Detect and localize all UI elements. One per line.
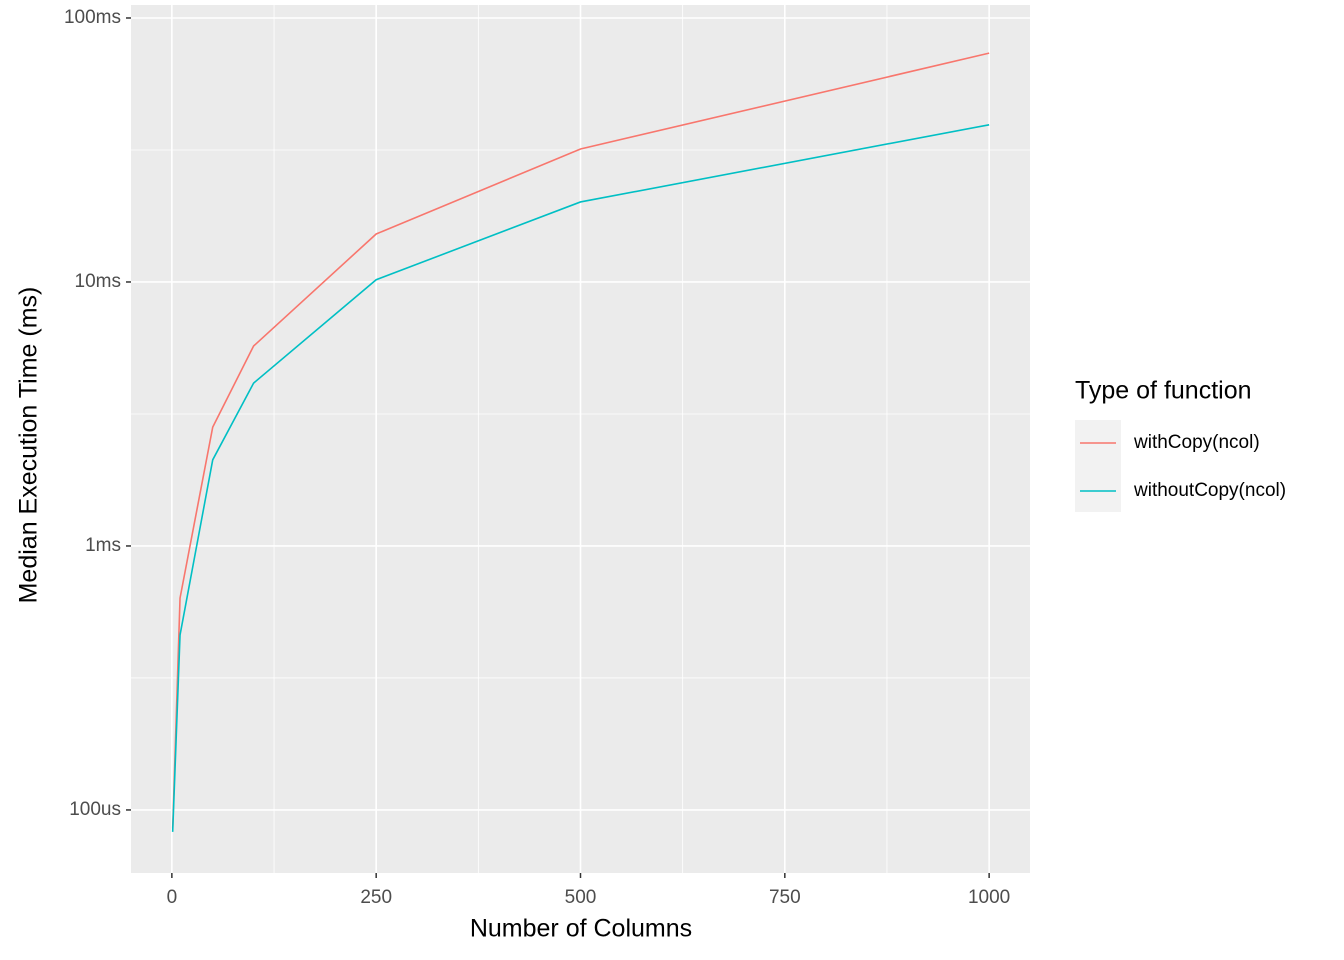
y-tick-label: 10ms — [75, 271, 121, 292]
x-tick-label: 500 — [565, 887, 597, 908]
x-tick-label: 0 — [167, 887, 178, 908]
x-tick-label: 250 — [360, 887, 392, 908]
y-tick-label: 1ms — [85, 535, 121, 556]
legend-label: withoutCopy(ncol) — [1133, 480, 1286, 501]
legend-keys-bg — [1075, 420, 1121, 512]
x-tick-label: 1000 — [968, 887, 1010, 908]
legend-title: Type of function — [1075, 377, 1252, 405]
x-tick-label: 750 — [769, 887, 801, 908]
x-axis-title: Number of Columns — [470, 915, 692, 943]
series-line — [171, 52, 990, 829]
legend-label: withCopy(ncol) — [1133, 432, 1260, 453]
y-tick-label: 100us — [69, 799, 121, 820]
y-axis-title: Median Execution Time (ms) — [15, 287, 43, 604]
series-line — [171, 123, 990, 832]
y-tick-label: 100ms — [64, 7, 121, 28]
